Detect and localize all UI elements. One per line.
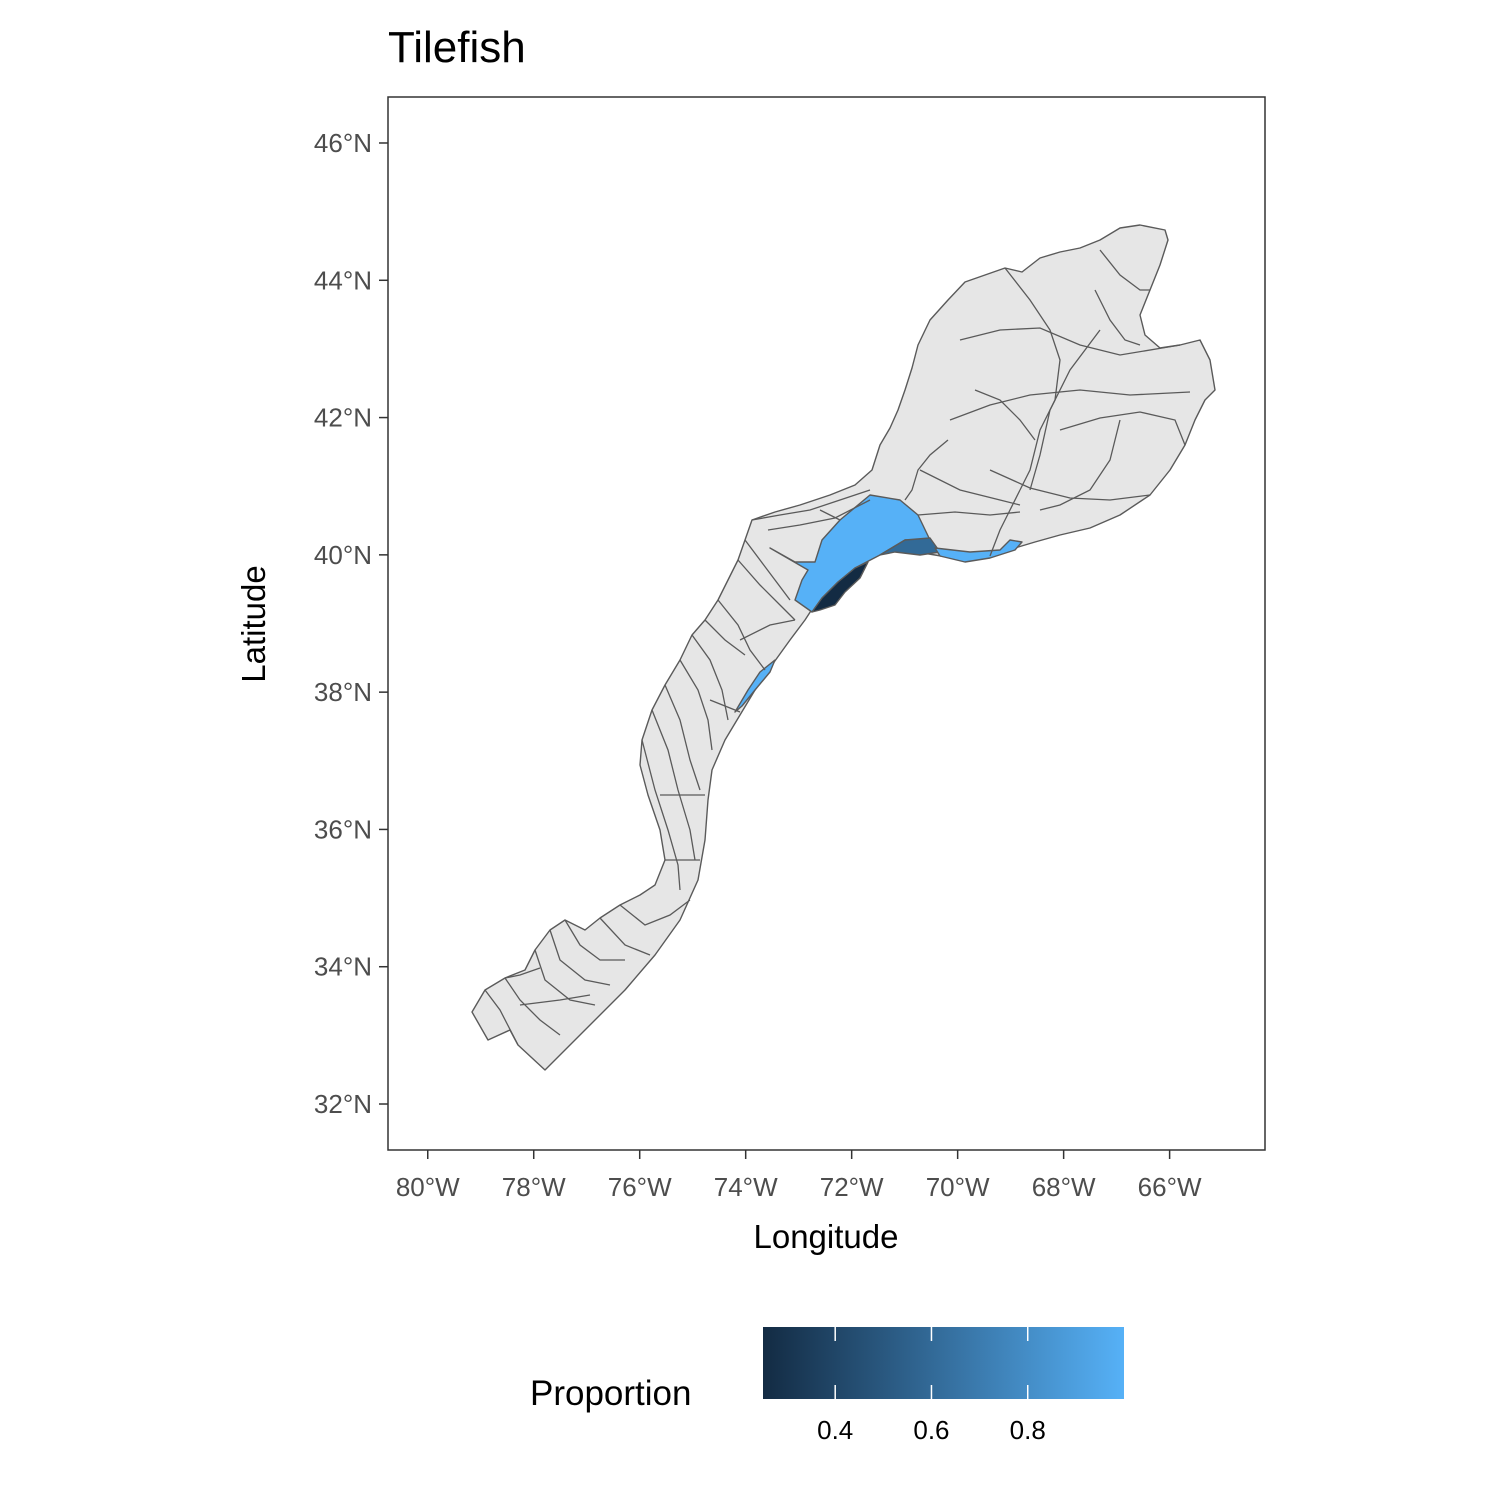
- stratum-boundary: [974, 389, 1036, 441]
- stratum-boundary: [751, 489, 871, 521]
- stratum-boundary: [919, 469, 1021, 506]
- stratum-boundary: [739, 619, 796, 641]
- x-tick-label: 68°W: [1032, 1172, 1096, 1202]
- x-tick-label: 78°W: [502, 1172, 566, 1202]
- stratum-boundary: [1039, 419, 1121, 511]
- y-tick-label: 40°N: [314, 540, 372, 570]
- legend-ticks: 0.4 0.6 0.8: [817, 1327, 1046, 1445]
- stratum-boundary: [534, 949, 596, 1006]
- stratum-boundary: [767, 499, 871, 531]
- stratum-boundary: [564, 919, 625, 961]
- stratum-boundary: [904, 439, 949, 501]
- stratum-boundary: [641, 739, 681, 891]
- stratum-boundary: [1059, 411, 1186, 446]
- stratum-boundary: [484, 989, 519, 1046]
- stratum-boundary: [651, 709, 696, 861]
- stratum-boundary: [819, 509, 841, 521]
- stratum-boundary: [1099, 249, 1150, 291]
- survey-strata: [471, 224, 1216, 1071]
- stratum-boundary: [709, 699, 741, 713]
- y-axis: 32°N 34°N 36°N 38°N 40°N 42°N 44°N 46°N: [314, 128, 388, 1119]
- stratum-boundary: [1029, 329, 1101, 491]
- x-tick-label: 72°W: [820, 1172, 884, 1202]
- stratum-boundary: [1004, 267, 1061, 491]
- stratum-boundary: [704, 619, 746, 656]
- x-tick-label: 74°W: [714, 1172, 778, 1202]
- stratum-boundary: [504, 977, 561, 1036]
- stratum-boundary: [664, 684, 701, 791]
- stratum-boundary: [959, 327, 1181, 356]
- stratum-boundary: [691, 634, 729, 721]
- x-axis-title: Longitude: [754, 1218, 899, 1255]
- legend-title: Proportion: [530, 1374, 691, 1413]
- highlighted-stratum: [734, 659, 776, 713]
- stratum-boundary: [549, 929, 611, 986]
- legend-tick-label: 0.6: [913, 1415, 949, 1445]
- x-axis: 80°W 78°W 76°W 74°W 72°W 70°W 68°W 66°W: [396, 1150, 1202, 1202]
- highlighted-stratum: [934, 539, 1023, 563]
- stratum-boundary: [599, 917, 651, 956]
- stratum-boundary: [504, 967, 541, 979]
- plot-title: Tilefish: [388, 23, 526, 72]
- stratum-boundary: [989, 489, 1021, 557]
- legend: Proportion 0.4 0.6 0.8: [530, 1327, 1124, 1445]
- y-axis-title: Latitude: [235, 565, 272, 682]
- legend-tick-label: 0.8: [1010, 1415, 1046, 1445]
- stratum-boundary: [744, 539, 791, 601]
- stratum-boundary: [519, 994, 591, 1006]
- y-tick-label: 46°N: [314, 128, 372, 158]
- stratum-boundary: [679, 659, 713, 751]
- legend-colorbar: [763, 1327, 1124, 1399]
- y-tick-label: 36°N: [314, 814, 372, 844]
- y-tick-label: 32°N: [314, 1089, 372, 1119]
- highlighted-stratum: [811, 561, 869, 613]
- y-tick-label: 42°N: [314, 403, 372, 433]
- stratum-boundary: [737, 559, 796, 621]
- stratum-boundary: [1094, 289, 1141, 346]
- stratum-boundary: [989, 469, 1151, 501]
- y-tick-label: 38°N: [314, 677, 372, 707]
- x-tick-label: 76°W: [608, 1172, 672, 1202]
- x-tick-label: 80°W: [396, 1172, 460, 1202]
- panel-border: [387, 96, 1266, 1151]
- y-tick-label: 34°N: [314, 952, 372, 982]
- x-tick-label: 70°W: [926, 1172, 990, 1202]
- y-tick-label: 44°N: [314, 265, 372, 295]
- stratum-boundary: [949, 389, 1191, 421]
- legend-tick-label: 0.4: [817, 1415, 853, 1445]
- stratum-boundary: [917, 511, 1021, 516]
- stratum-boundary: [619, 899, 691, 926]
- x-tick-label: 66°W: [1138, 1172, 1202, 1202]
